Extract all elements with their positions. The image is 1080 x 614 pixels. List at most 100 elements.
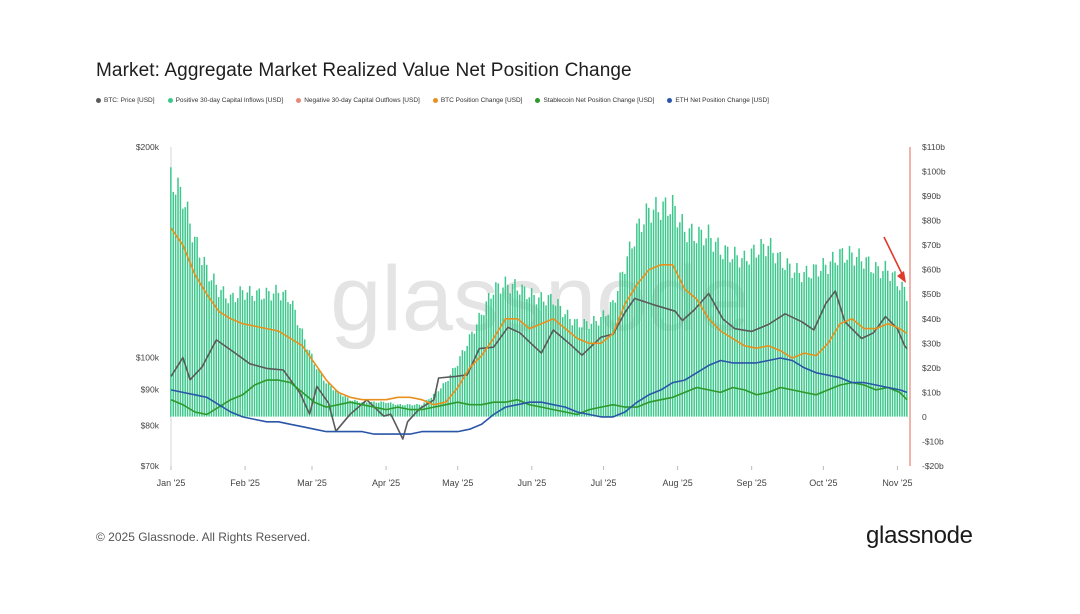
inflow-bar <box>607 314 609 417</box>
x-tick-label: Feb '25 <box>230 478 260 488</box>
inflow-bar <box>201 265 203 417</box>
inflow-bar <box>547 295 550 417</box>
inflow-bar <box>784 269 786 417</box>
inflow-bar <box>311 353 313 417</box>
legend-item-btc-position-change[interactable]: BTC Position Change [USD] <box>432 97 523 104</box>
annotation-arrow <box>883 236 904 277</box>
inflow-bar <box>191 242 194 417</box>
inflow-bar <box>246 292 249 417</box>
inflow-bar <box>487 293 490 417</box>
legend-item-positive-inflows[interactable]: Positive 30-day Capital Inflows [USD] <box>167 97 283 104</box>
x-tick-label: Nov '25 <box>882 478 912 488</box>
y-right-tick-label: -$10b <box>922 436 944 446</box>
inflow-bar <box>757 254 760 417</box>
legend-item-negative-outflows[interactable]: Negative 30-day Capital Outflows [USD] <box>296 97 420 104</box>
inflow-bar <box>686 242 688 417</box>
y-left-tick-label: $80k <box>141 420 160 430</box>
inflow-bar <box>664 197 667 417</box>
inflow-bar <box>791 277 793 417</box>
inflow-bar <box>683 231 686 417</box>
inflow-bar <box>280 300 282 417</box>
inflow-bar <box>719 254 722 417</box>
inflow-bar <box>354 399 356 417</box>
inflow-bar <box>332 390 335 417</box>
legend-label: BTC: Price [USD] <box>104 97 155 104</box>
inflow-bar <box>786 258 789 417</box>
inflow-bar <box>399 403 402 417</box>
inflow-bar <box>523 286 526 417</box>
inflow-bar <box>848 245 851 417</box>
inflow-bar <box>676 227 679 417</box>
y-right-tick-label: $110b <box>922 142 945 152</box>
inflow-bar <box>573 319 576 417</box>
inflow-bar <box>600 316 602 417</box>
inflow-bar <box>657 212 660 417</box>
x-tick-label: Mar '25 <box>297 478 327 488</box>
inflow-bar <box>851 252 853 417</box>
inflow-bar <box>741 258 743 417</box>
inflow-bar <box>265 287 268 417</box>
inflow-bar <box>810 278 813 417</box>
legend-item-stablecoin-position-change[interactable]: Stablecoin Net Position Change [USD] <box>535 97 654 104</box>
inflow-bar <box>239 286 241 417</box>
inflow-bar <box>373 401 375 417</box>
inflow-bar <box>483 315 485 417</box>
inflow-bar <box>750 248 753 417</box>
inflow-bar <box>296 325 299 417</box>
inflow-bar <box>272 293 275 417</box>
stablecoin-position-change-line <box>170 379 908 416</box>
inflow-bar <box>772 252 774 417</box>
legend-dot-icon <box>667 98 673 103</box>
y-right-tick-label: $40b <box>922 314 941 324</box>
inflow-bar <box>179 186 182 417</box>
inflow-bar <box>409 404 411 417</box>
y-right-tick-label: $20b <box>922 363 941 373</box>
inflow-bar <box>774 263 777 417</box>
inflow-bar <box>530 288 533 417</box>
legend-item-eth-position-change[interactable]: ETH Net Position Change [USD] <box>667 97 769 104</box>
inflow-bar <box>504 276 507 417</box>
inflow-bar <box>781 267 784 417</box>
inflow-bar <box>475 324 478 417</box>
inflow-bar <box>471 331 473 417</box>
inflow-bar <box>800 282 803 417</box>
x-tick-label: Jul '25 <box>591 478 617 488</box>
inflow-bar <box>734 246 736 417</box>
y-right-tick-label: $50b <box>922 289 941 299</box>
inflow-bar <box>590 323 593 417</box>
y-left-tick-label: $70k <box>141 461 160 471</box>
inflow-bar <box>803 272 805 417</box>
inflow-bar <box>693 240 695 417</box>
inflow-bar <box>342 396 344 417</box>
inflow-bar <box>490 298 492 417</box>
inflow-bar <box>291 300 294 417</box>
inflow-bar <box>294 309 296 417</box>
inflow-bar <box>624 273 626 417</box>
inflow-bar <box>882 271 884 417</box>
inflow-bar <box>726 246 729 417</box>
inflow-bar <box>220 289 222 417</box>
inflow-bar <box>404 405 406 417</box>
x-tick-label: Aug '25 <box>662 478 692 488</box>
inflow-bar <box>461 350 464 417</box>
inflow-bar <box>344 396 347 417</box>
inflow-bar <box>906 300 908 417</box>
inflow-bar <box>762 243 765 417</box>
inflow-bar <box>648 207 650 417</box>
legend-item-btc-price[interactable]: BTC: Price [USD] <box>96 97 155 104</box>
inflow-bar <box>260 299 263 417</box>
inflow-bar <box>413 404 416 417</box>
inflow-bar <box>177 177 179 417</box>
legend-label: Negative 30-day Capital Outflows [USD] <box>304 97 420 104</box>
y-right-tick-label: $80b <box>922 216 941 226</box>
inflow-bar <box>609 302 612 417</box>
legend-label: BTC Position Change [USD] <box>440 97 523 104</box>
inflow-bar <box>877 266 879 417</box>
y-right-tick-label: $30b <box>922 338 941 348</box>
inflow-bar <box>485 301 488 417</box>
inflow-bar <box>363 401 366 417</box>
inflow-bar <box>411 405 413 417</box>
inflow-bar <box>616 291 619 417</box>
inflow-bar <box>492 294 495 417</box>
